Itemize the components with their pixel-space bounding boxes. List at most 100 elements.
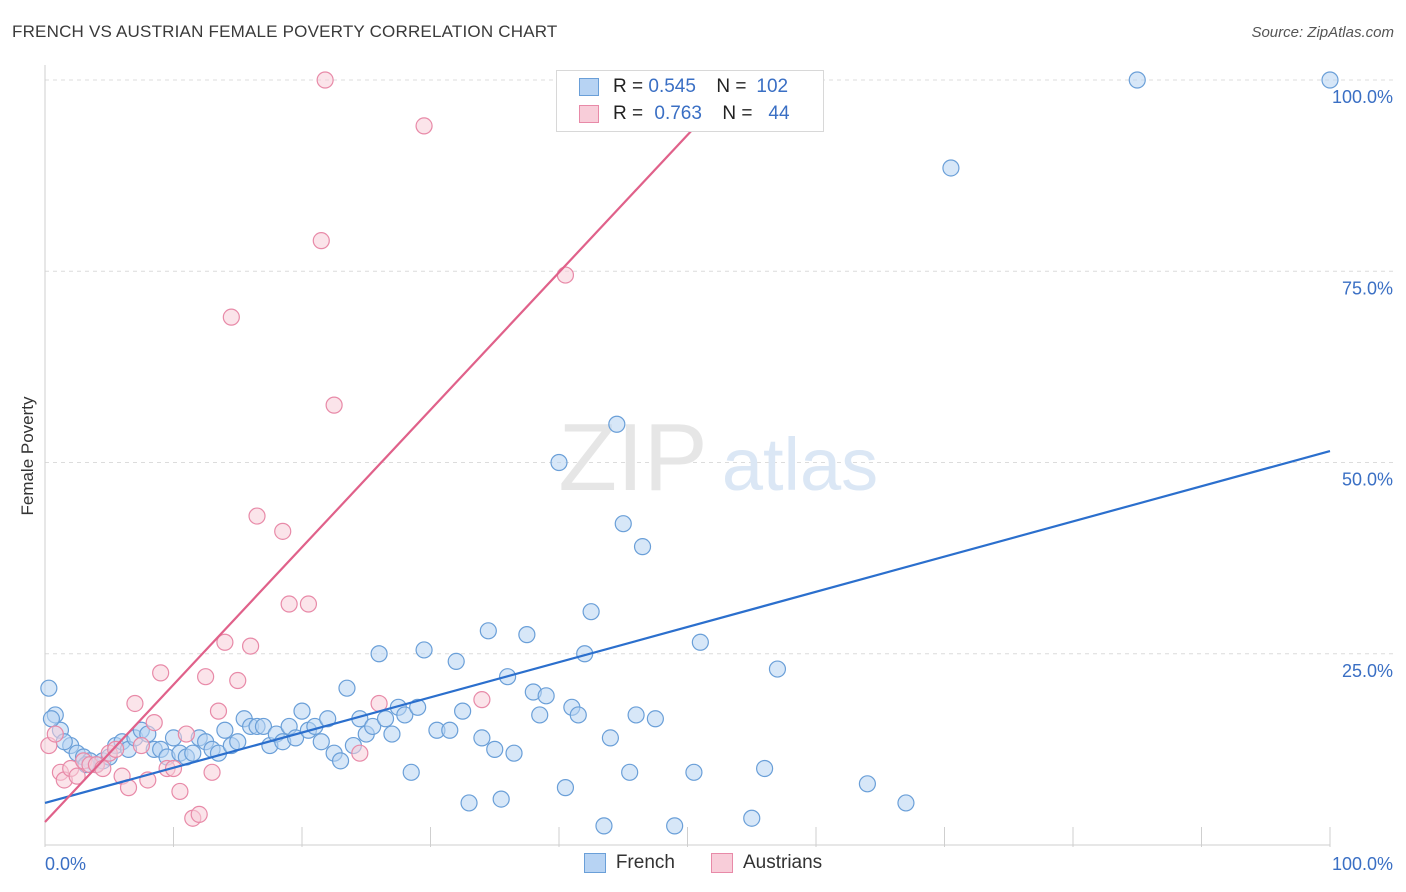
data-point-french	[666, 817, 684, 835]
data-point-french	[601, 729, 620, 747]
legend-swatch-french	[579, 78, 599, 96]
data-point-austrians	[415, 117, 433, 135]
data-point-french	[582, 603, 600, 621]
data-point-french	[505, 744, 523, 762]
data-point-french	[473, 729, 491, 747]
data-point-french	[402, 763, 420, 781]
data-point-french	[627, 706, 645, 724]
legend-row-french: R = 0.545 N = 102	[579, 76, 788, 98]
trend-line-french	[44, 449, 1331, 804]
series-legend-french: French	[583, 852, 675, 874]
data-point-french	[415, 641, 433, 659]
data-point-french	[338, 679, 356, 697]
data-point-french	[42, 710, 61, 728]
data-point-french	[293, 702, 311, 720]
legend-swatch-austrians	[579, 105, 599, 123]
data-point-french	[370, 645, 388, 663]
data-point-french	[550, 453, 568, 472]
data-point-french	[531, 706, 549, 724]
trend-line-austrians	[44, 79, 740, 823]
data-point-french	[383, 725, 401, 743]
data-point-french	[942, 159, 960, 177]
legend-n-value: 102	[756, 76, 789, 97]
y-tick-label: 75.0%	[1342, 278, 1393, 298]
data-point-austrians	[274, 522, 292, 540]
data-point-french	[1321, 71, 1339, 89]
data-point-french	[409, 698, 427, 716]
correlation-legend: R = 0.545 N = 102 R = 0.763 N = 44	[556, 70, 824, 132]
data-point-austrians	[556, 266, 575, 284]
tick-labels: 25.0% 50.0% 75.0% 100.0% 0.0% 100.0%	[45, 87, 1393, 874]
data-point-french	[755, 759, 774, 778]
series-swatch-austrians	[710, 853, 733, 873]
series-swatch-french	[583, 853, 606, 873]
data-point-austrians	[242, 637, 260, 655]
data-point-french	[685, 763, 703, 781]
data-point-french	[229, 733, 247, 751]
watermark-atlas: atlas	[722, 423, 878, 506]
watermark-zip: ZIP	[558, 404, 707, 511]
data-point-french	[614, 515, 632, 533]
data-point-french	[492, 790, 510, 808]
data-points	[40, 71, 1339, 835]
series-legend-austrians: Austrians	[710, 852, 823, 874]
data-point-french	[312, 733, 330, 751]
data-point-french	[331, 752, 350, 770]
legend-r-label: R =	[613, 103, 644, 124]
data-point-french	[768, 660, 787, 678]
data-point-french	[441, 721, 459, 739]
legend-n-value: 44	[768, 103, 790, 124]
data-point-austrians	[316, 71, 334, 89]
data-point-austrians	[216, 633, 234, 651]
data-point-french	[486, 740, 504, 758]
chart-source: Source: ZipAtlas.com	[1251, 24, 1394, 41]
data-point-austrians	[152, 664, 170, 682]
data-point-austrians	[280, 595, 298, 613]
legend-row-austrians: R = 0.763 N = 44	[579, 103, 790, 125]
legend-r-value: 0.545	[648, 76, 696, 97]
data-point-austrians	[351, 744, 369, 762]
y-tick-label: 25.0%	[1342, 661, 1393, 681]
data-point-austrians	[190, 805, 208, 824]
data-point-austrians	[171, 782, 189, 801]
data-point-austrians	[203, 763, 221, 781]
chart-title: FRENCH VS AUSTRIAN FEMALE POVERTY CORREL…	[12, 22, 558, 41]
data-point-french	[858, 775, 877, 793]
data-point-french	[319, 710, 337, 728]
data-point-french	[184, 744, 202, 762]
data-point-french	[743, 809, 761, 827]
data-point-french	[633, 538, 652, 556]
data-point-french	[608, 415, 626, 433]
data-point-french	[396, 706, 414, 724]
data-point-austrians	[68, 767, 86, 785]
data-point-austrians	[299, 595, 318, 613]
data-point-austrians	[473, 691, 491, 709]
data-point-austrians	[132, 736, 150, 755]
data-point-french	[460, 794, 478, 812]
data-point-austrians	[107, 740, 125, 758]
data-point-french	[569, 706, 587, 724]
trend-lines	[44, 79, 1331, 823]
data-point-austrians	[229, 671, 247, 690]
data-point-french	[595, 817, 613, 835]
data-point-french	[1128, 71, 1146, 89]
y-tick-label: 50.0%	[1342, 470, 1393, 490]
data-point-austrians	[325, 396, 343, 414]
data-point-french	[691, 633, 709, 651]
watermark: ZIP atlas	[558, 404, 878, 511]
data-point-french	[454, 702, 472, 720]
x-tick-label: 0.0%	[45, 854, 86, 874]
series-label-austrians: Austrians	[742, 852, 823, 873]
series-legend: French Austrians	[0, 852, 1406, 874]
data-point-french	[364, 717, 382, 736]
x-tick-label: 100.0%	[1332, 854, 1393, 874]
data-point-french	[646, 710, 664, 728]
data-point-french	[537, 687, 555, 705]
data-point-austrians	[222, 308, 240, 326]
data-point-french	[479, 622, 497, 640]
data-point-austrians	[209, 702, 228, 720]
legend-n-label: N =	[716, 76, 747, 97]
data-point-french	[621, 763, 639, 781]
data-point-austrians	[126, 694, 144, 713]
